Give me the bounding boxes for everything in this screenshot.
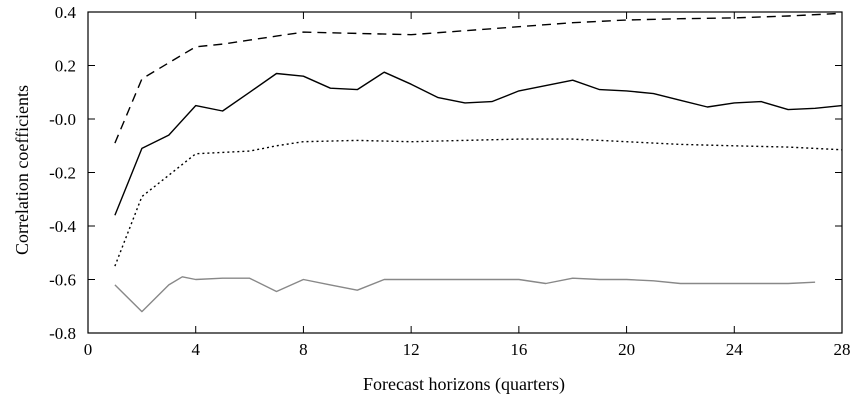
x-tick-label: 20 — [618, 340, 635, 359]
x-tick-label: 16 — [510, 340, 527, 359]
y-tick-label: -0.4 — [49, 217, 76, 236]
series-line-4 — [114, 276, 816, 313]
series-line-3 — [114, 138, 843, 267]
x-tick-label: 28 — [834, 340, 851, 359]
series-line-2 — [114, 71, 843, 216]
x-tick-label: 0 — [84, 340, 93, 359]
plot-area: 0 4 8 12 16 20 24 28 -0.8 -0.6 -0.4 -0.2 -0.0 0.2 0.4 — [49, 3, 850, 359]
y-tick-label: -0.8 — [49, 324, 76, 343]
y-tick-label: 0.4 — [55, 3, 77, 22]
y-axis-label-group: Correlation coefficients — [12, 85, 32, 255]
x-tick-label: 12 — [403, 340, 420, 359]
x-tick-label: 24 — [726, 340, 744, 359]
x-axis-label: Forecast horizons (quarters) — [363, 374, 565, 395]
y-axis-label: Correlation coefficients — [12, 85, 32, 255]
y-tick-label: -0.2 — [49, 164, 76, 183]
series-line-1 — [114, 12, 843, 144]
y-tick-label: -0.0 — [49, 110, 76, 129]
x-tick-label: 8 — [299, 340, 308, 359]
y-tick-label: -0.6 — [49, 271, 76, 290]
y-tick-label: 0.2 — [55, 57, 76, 76]
x-tick-label: 4 — [191, 340, 200, 359]
plot-frame — [87, 11, 843, 334]
